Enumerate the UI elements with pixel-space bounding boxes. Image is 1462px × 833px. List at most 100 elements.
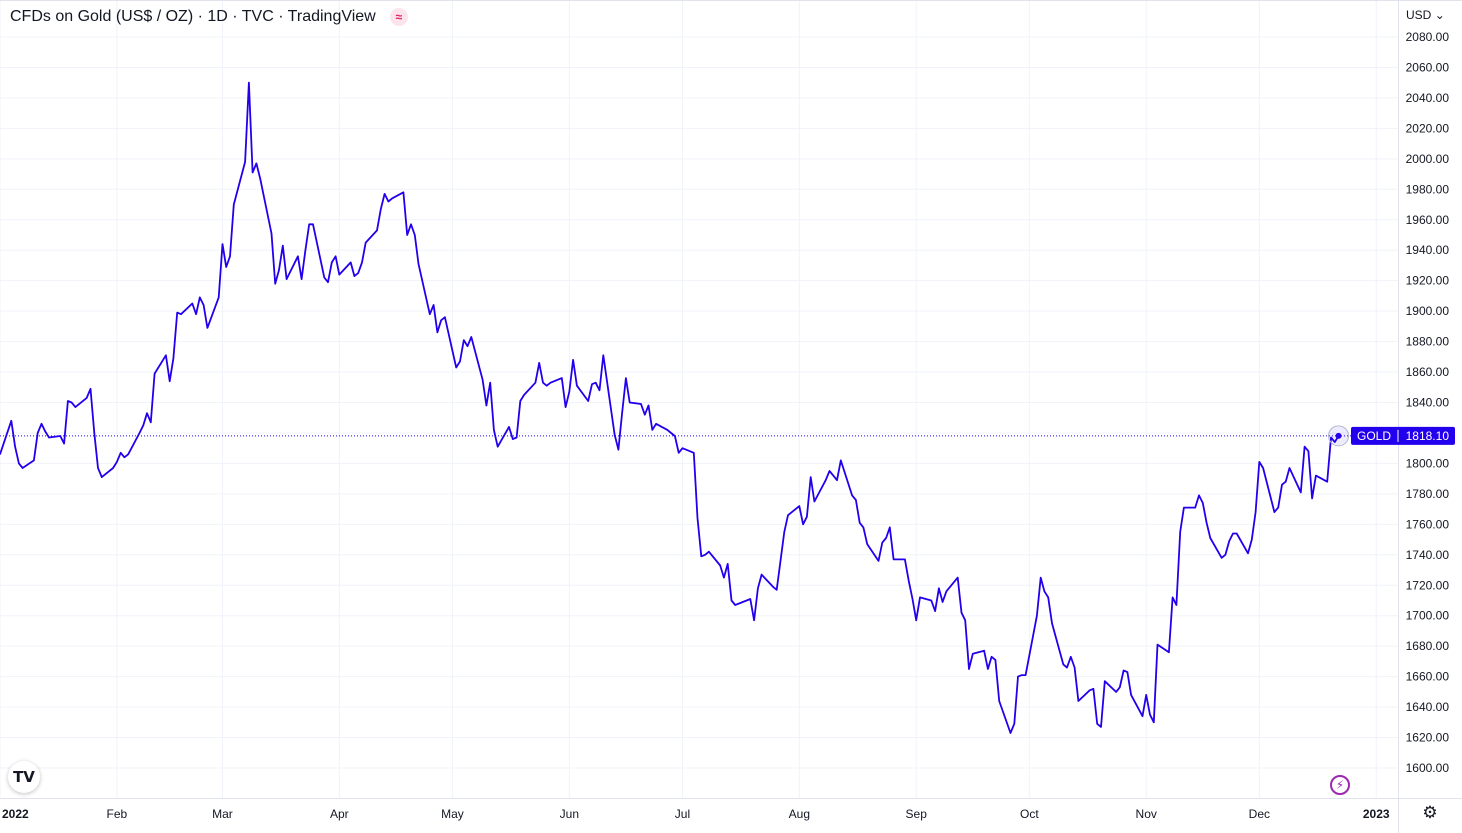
price-point [1156, 644, 1159, 646]
price-point [1066, 666, 1068, 669]
price-point [323, 277, 325, 279]
price-point [1281, 484, 1283, 486]
gear-icon[interactable]: ⚙ [1422, 803, 1438, 822]
y-tick-label: 1640.00 [1406, 700, 1450, 714]
tradingview-logo-icon[interactable]: TV [8, 761, 40, 793]
x-tick-label: Dec [1249, 807, 1270, 821]
price-point [1062, 663, 1064, 666]
price-point [877, 560, 880, 562]
currency-select[interactable]: USD ⌄ [1406, 8, 1445, 22]
price-point [1100, 726, 1102, 728]
price-point [1311, 497, 1313, 499]
price-point [97, 467, 99, 469]
price-point [1334, 441, 1336, 443]
price-point [123, 456, 125, 458]
price-point [798, 505, 800, 507]
price-point [1326, 481, 1328, 483]
price-point [203, 304, 205, 306]
price-point [0, 453, 1, 455]
x-tick-label: 2022 [2, 807, 29, 821]
price-point [655, 423, 657, 425]
price-point [595, 382, 597, 384]
price-point [1115, 691, 1117, 693]
price-points [0, 82, 1340, 734]
price-point [195, 313, 197, 315]
price-badge-symbol: GOLD [1357, 429, 1391, 443]
price-point [534, 382, 537, 384]
price-point [549, 382, 552, 384]
y-tick-label: 1840.00 [1406, 396, 1450, 410]
price-point [825, 479, 827, 481]
price-point [568, 391, 570, 393]
price-point [678, 452, 680, 454]
price-point [89, 388, 92, 390]
price-point [40, 423, 43, 425]
y-tick-label: 1700.00 [1406, 609, 1450, 623]
x-tick-label: Aug [789, 807, 810, 821]
price-point [301, 278, 303, 280]
price-point [851, 494, 853, 496]
price-point [259, 178, 261, 180]
price-point [1288, 467, 1291, 469]
lightning-icon[interactable]: ⚡ [1330, 775, 1350, 795]
price-point [331, 261, 333, 263]
price-point [1277, 507, 1279, 509]
price-point [18, 462, 20, 464]
price-point [749, 598, 751, 600]
price-point [1013, 723, 1015, 725]
price-point [810, 476, 812, 478]
price-point [233, 203, 235, 206]
price-point [304, 249, 306, 251]
price-point [776, 589, 778, 591]
price-point [376, 229, 378, 231]
price-point [14, 446, 16, 448]
price-point [727, 563, 729, 565]
price-point [1149, 714, 1151, 716]
price-point [470, 336, 472, 338]
price-point [169, 380, 171, 382]
price-point [1040, 577, 1042, 579]
price-point [1251, 539, 1253, 541]
price-point [1175, 604, 1177, 606]
price-point [112, 467, 114, 469]
price-point [493, 429, 495, 431]
price-point [813, 500, 816, 503]
price-point [908, 580, 910, 582]
price-point [757, 587, 759, 589]
price-point [63, 443, 65, 445]
price-point [591, 383, 593, 385]
price-point [629, 401, 631, 404]
y-tick-label: 1780.00 [1406, 487, 1450, 501]
price-point [915, 619, 917, 621]
price-point [828, 470, 831, 472]
x-tick-label: May [441, 807, 464, 821]
price-point [806, 516, 808, 518]
price-point [22, 467, 24, 469]
price-point [1224, 554, 1226, 556]
price-point [957, 577, 959, 579]
price-point [1009, 732, 1012, 734]
x-tick-label: Nov [1136, 807, 1157, 821]
y-tick-label: 2000.00 [1406, 152, 1450, 166]
price-point [930, 599, 932, 602]
price-point [994, 659, 997, 661]
price-point [402, 191, 404, 193]
price-point [353, 275, 355, 277]
price-point [1089, 689, 1091, 691]
price-point [942, 601, 944, 603]
price-point [972, 653, 974, 655]
price-point [466, 345, 469, 347]
price-point [802, 523, 804, 525]
price-point [199, 296, 201, 298]
price-point [516, 436, 518, 439]
price-point [911, 598, 914, 600]
price-point [172, 357, 174, 359]
wave-icon[interactable]: ≈ [389, 8, 408, 26]
last-point [1335, 432, 1342, 439]
y-tick-label: 2080.00 [1406, 30, 1450, 44]
price-point [640, 403, 642, 405]
y-tick-label: 1680.00 [1406, 639, 1450, 653]
price-point [138, 432, 141, 434]
price-point [998, 700, 1000, 702]
